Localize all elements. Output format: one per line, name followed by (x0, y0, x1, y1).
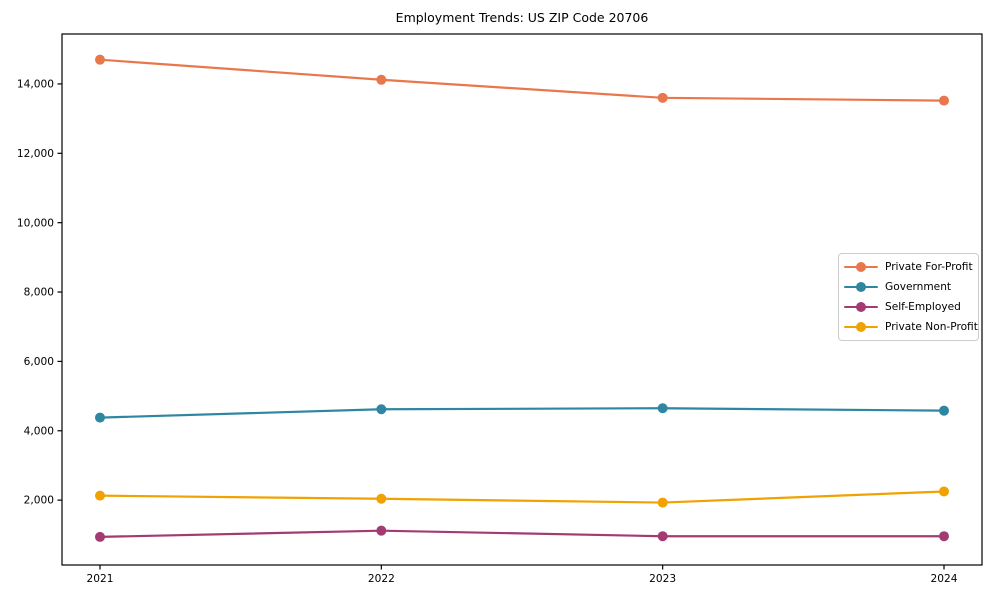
series-line (98, 58, 946, 102)
y-tick-label: 4,000 (24, 425, 55, 437)
x-tick-label: 2024 (931, 573, 958, 585)
legend-marker-icon (844, 282, 878, 292)
y-tick-label: 8,000 (24, 287, 55, 299)
data-point-marker (95, 490, 105, 501)
x-tick-label: 2021 (87, 573, 114, 585)
legend: Private For-Profit Government Self-Emplo… (838, 253, 979, 341)
series-line (98, 407, 946, 419)
legend-label: Private For-Profit (885, 261, 973, 273)
legend-item: Government (844, 277, 971, 297)
data-point-marker (376, 404, 387, 415)
legend-marker-icon (844, 262, 878, 272)
data-point-marker (657, 403, 668, 414)
data-point-marker (95, 531, 105, 542)
series-line (98, 490, 946, 504)
legend-item: Self-Employed (844, 297, 971, 317)
legend-marker-icon (844, 322, 878, 332)
axes-box (61, 33, 983, 566)
data-point-marker (376, 493, 387, 504)
y-tick-label: 14,000 (17, 79, 54, 91)
x-tick-label: 2023 (649, 573, 676, 585)
data-point-marker (376, 74, 387, 85)
legend-label: Government (885, 281, 952, 293)
data-point-marker (657, 92, 668, 103)
data-point-marker (939, 531, 949, 542)
y-tick-label: 6,000 (24, 356, 55, 368)
series-line (98, 529, 946, 539)
legend-marker-icon (844, 302, 878, 312)
legend-item: Private For-Profit (844, 257, 973, 277)
y-tick-label: 12,000 (17, 148, 54, 160)
legend-item: Private Non-Profit (844, 317, 978, 337)
data-point-marker (376, 525, 387, 536)
y-tick-label: 2,000 (24, 495, 55, 507)
data-point-marker (657, 497, 668, 508)
data-point-marker (939, 486, 949, 497)
y-tick-label: 10,000 (17, 217, 54, 229)
data-point-marker (939, 95, 949, 106)
data-point-marker (657, 531, 668, 542)
legend-label: Self-Employed (885, 301, 961, 313)
chart-title: Employment Trends: US ZIP Code 20706 (395, 10, 649, 25)
x-tick-label: 2022 (368, 573, 395, 585)
data-point-marker (939, 405, 949, 416)
legend-label: Private Non-Profit (885, 321, 978, 333)
data-point-marker (95, 54, 105, 65)
data-point-marker (95, 412, 105, 423)
